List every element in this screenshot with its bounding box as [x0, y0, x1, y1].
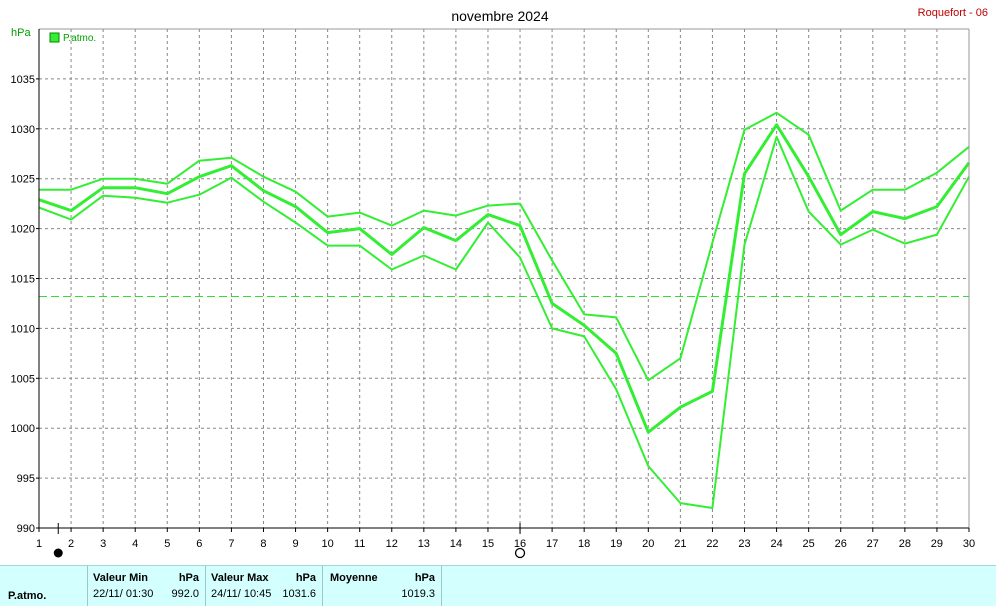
mean-value: 1019.3	[401, 588, 435, 600]
y-tick-label: 1025	[11, 174, 35, 186]
x-tick-label: 15	[482, 538, 494, 550]
x-tick-label: 18	[578, 538, 590, 550]
x-tick-label: 14	[450, 538, 462, 550]
x-tick-label: 8	[260, 538, 266, 550]
min-date: 22/11/ 01:30	[93, 588, 154, 600]
y-tick-label: 1035	[11, 74, 35, 86]
axes: 1 2 3 4 5 6 7 8 9 10 11 12 13 14 15 16 17 18 19 20 21 22 23 24 2…	[11, 28, 975, 559]
y-tick-label: 1020	[11, 224, 35, 236]
x-tick-label: 10	[321, 538, 333, 550]
legend-label: P.atmo.	[63, 33, 96, 44]
y-tick-label: 1030	[11, 124, 35, 136]
footer-min-cell: Valeur Min hPa 22/11/ 01:30 992.0	[88, 566, 206, 606]
min-value: 992.0	[171, 588, 199, 600]
x-tick-label: 4	[132, 538, 138, 550]
x-tick-label: 7	[228, 538, 234, 550]
y-tick-label: 1005	[11, 373, 35, 385]
min-unit: hPa	[178, 572, 199, 584]
max-marker-icon	[514, 547, 526, 559]
legend-swatch	[49, 32, 60, 43]
x-tick-label: 13	[418, 538, 430, 550]
grid	[39, 29, 969, 528]
x-tick-label: 22	[706, 538, 718, 550]
x-tick-label: 11	[354, 538, 365, 550]
footer-max-cell: Valeur Max hPa 24/11/ 10:45 1031.6	[206, 566, 323, 606]
min-header: Valeur Min	[93, 572, 149, 584]
x-tick-label: 30	[963, 538, 975, 550]
station-label: Roquefort - 06	[918, 7, 988, 19]
max-value: 1031.6	[282, 588, 316, 600]
x-tick-label: 9	[292, 538, 298, 550]
x-tick-label: 25	[803, 538, 815, 550]
y-tick-label: 1010	[11, 323, 35, 335]
series-layer	[38, 111, 971, 509]
x-tick-label: 16	[514, 538, 526, 550]
x-tick-label: 27	[867, 538, 879, 550]
stats-footer: P.atmo. Valeur Min hPa 22/11/ 01:30 992.…	[0, 565, 996, 606]
x-tick-label: 3	[100, 538, 106, 550]
y-tick-label: 1015	[11, 274, 35, 286]
x-tick-label: 12	[386, 538, 398, 550]
footer-series-cell: P.atmo.	[0, 566, 88, 606]
series-line-mean	[38, 123, 971, 434]
x-tick-label: 26	[835, 538, 847, 550]
x-tick-label: 23	[738, 538, 750, 550]
y-tick-label: 990	[17, 523, 35, 535]
min-marker-icon	[53, 548, 63, 558]
footer-series-label: P.atmo.	[8, 590, 47, 602]
x-tick-label: 5	[164, 538, 170, 550]
x-tick-label: 19	[610, 538, 622, 550]
x-tick-label: 2	[68, 538, 74, 550]
max-unit: hPa	[295, 572, 316, 584]
series-line-max	[39, 111, 970, 382]
x-tick-label: 1	[36, 538, 42, 550]
x-tick-label: 24	[770, 538, 782, 550]
x-tick-label: 21	[674, 538, 686, 550]
max-header: Valeur Max	[211, 572, 269, 584]
y-tick-label: 1000	[11, 423, 35, 435]
pressure-chart: novembre 2024 Roquefort - 06 hPa P.atmo.…	[11, 7, 988, 559]
chart-title: novembre 2024	[451, 8, 549, 24]
x-tick-label: 6	[196, 538, 202, 550]
x-tick-label: 28	[899, 538, 911, 550]
y-axis-unit: hPa	[11, 27, 31, 39]
max-date: 24/11/ 10:45	[211, 588, 272, 600]
y-tick-label: 995	[17, 473, 35, 485]
footer-mean-cell: Moyenne hPa 1019.3	[323, 566, 442, 606]
series-line-min	[38, 135, 970, 509]
mean-header: Moyenne	[330, 572, 378, 584]
x-tick-label: 29	[931, 538, 943, 550]
x-tick-label: 20	[642, 538, 654, 550]
x-tick-label: 17	[546, 538, 558, 550]
mean-unit: hPa	[414, 572, 435, 584]
